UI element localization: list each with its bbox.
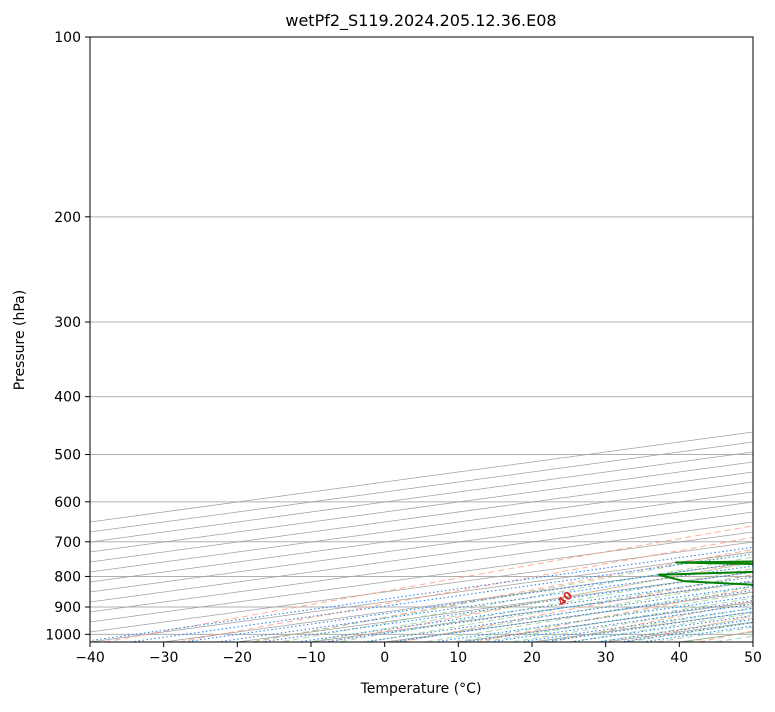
x-axis-label: Temperature (°C) [360,681,482,697]
y-tick-label: 300 [54,315,81,331]
chart-title: wetPf2_S119.2024.205.12.36.E08 [285,11,556,31]
y-tick-label: 800 [54,569,81,585]
y-tick-label: 900 [54,600,81,616]
y-tick-label: 200 [54,210,81,226]
x-tick-label: 50 [744,650,762,666]
x-tick-label: 30 [597,650,615,666]
x-tick-label: 40 [670,650,688,666]
y-tick-label: 100 [54,30,81,46]
x-tick-label: −40 [75,650,105,666]
x-tick-label: 0 [380,650,389,666]
x-tick-label: 10 [449,650,467,666]
y-tick-label: 500 [54,448,81,464]
x-tick-label: −10 [296,650,326,666]
y-tick-label: 400 [54,390,81,406]
y-axis-label: Pressure (hPa) [12,290,28,390]
x-tick-label: −30 [149,650,179,666]
x-tick-label: −20 [223,650,253,666]
y-tick-label: 1000 [45,627,81,643]
x-tick-label: 20 [523,650,541,666]
y-tick-label: 700 [54,535,81,551]
y-tick-label: 600 [54,495,81,511]
